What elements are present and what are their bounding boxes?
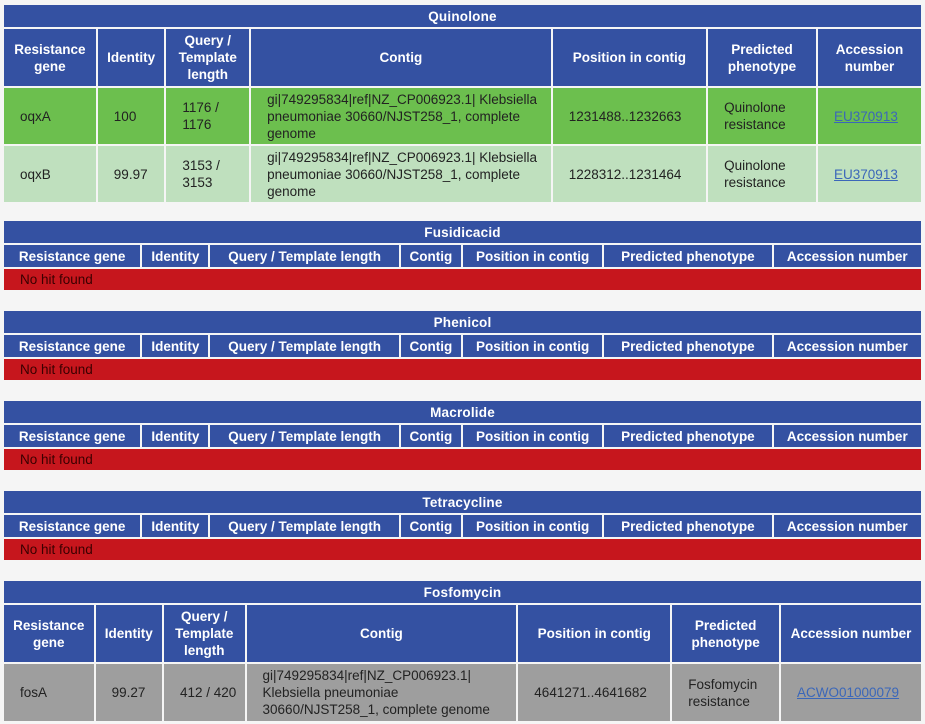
column-header: Accession number xyxy=(773,245,921,267)
quinolone-section: Quinolone Resistance gene Identity Query… xyxy=(3,3,922,204)
table-row: oqxA 100 1176 / 1176 gi|749295834|ref|NZ… xyxy=(4,88,921,144)
contig-cell: gi|749295834|ref|NZ_CP006923.1| Klebsiel… xyxy=(246,664,517,721)
column-header: Query / Template length xyxy=(164,605,245,662)
column-header: Predicted phenotype xyxy=(708,29,817,86)
position-cell: 1228312..1231464 xyxy=(552,146,707,202)
identity-cell: 99.97 xyxy=(97,146,165,202)
column-header: Query / Template length xyxy=(210,425,399,447)
column-header: Contig xyxy=(246,605,517,662)
column-header: Predicted phenotype xyxy=(604,425,772,447)
phenotype-cell: Quinolone resistance xyxy=(708,146,817,202)
column-header: Position in contig xyxy=(462,245,603,267)
section-title: Fosfomycin xyxy=(4,581,921,603)
fusidicacid-table: Fusidicacid Resistance gene Identity Que… xyxy=(2,219,923,292)
column-header: Identity xyxy=(142,335,209,357)
position-cell: 4641271..4641682 xyxy=(518,664,671,721)
column-header: Identity xyxy=(95,605,163,662)
column-header: Query / Template length xyxy=(166,29,250,86)
column-header: Accession number xyxy=(773,515,921,537)
column-header: Contig xyxy=(400,425,461,447)
column-header: Resistance gene xyxy=(4,335,141,357)
identity-cell: 99.27 xyxy=(95,664,163,721)
gene-cell: oqxA xyxy=(4,88,96,144)
column-header: Identity xyxy=(142,425,209,447)
table-row: oqxB 99.97 3153 / 3153 gi|749295834|ref|… xyxy=(4,146,921,202)
identity-cell: 100 xyxy=(97,88,165,144)
section-title: Fusidicacid xyxy=(4,221,921,243)
contig-cell: gi|749295834|ref|NZ_CP006923.1| Klebsiel… xyxy=(251,146,551,202)
gene-cell: fosA xyxy=(4,664,94,721)
column-header: Resistance gene xyxy=(4,605,94,662)
phenotype-cell: Quinolone resistance xyxy=(708,88,817,144)
column-header: Query / Template length xyxy=(210,335,399,357)
phenicol-section: Phenicol Resistance gene Identity Query … xyxy=(3,309,922,382)
no-hit-message: No hit found xyxy=(4,539,921,560)
column-header: Predicted phenotype xyxy=(672,605,779,662)
no-hit-message: No hit found xyxy=(4,359,921,380)
accession-link[interactable]: ACWO01000079 xyxy=(797,685,900,700)
phenotype-cell: Fosfomycin resistance xyxy=(672,664,779,721)
section-title: Phenicol xyxy=(4,311,921,333)
column-header: Resistance gene xyxy=(4,29,96,86)
fusidicacid-section: Fusidicacid Resistance gene Identity Que… xyxy=(3,219,922,292)
fosfomycin-table: Fosfomycin Resistance gene Identity Quer… xyxy=(2,579,923,723)
column-header: Position in contig xyxy=(462,515,603,537)
column-header: Accession number xyxy=(781,605,921,662)
column-header: Identity xyxy=(97,29,165,86)
length-cell: 3153 / 3153 xyxy=(166,146,250,202)
column-header: Contig xyxy=(400,335,461,357)
length-cell: 1176 / 1176 xyxy=(166,88,250,144)
column-header: Query / Template length xyxy=(210,515,399,537)
macrolide-table: Macrolide Resistance gene Identity Query… xyxy=(2,399,923,472)
column-header: Contig xyxy=(400,515,461,537)
column-header: Identity xyxy=(142,515,209,537)
column-header: Resistance gene xyxy=(4,245,141,267)
column-header: Contig xyxy=(251,29,551,86)
column-header: Contig xyxy=(400,245,461,267)
table-row: fosA 99.27 412 / 420 gi|749295834|ref|NZ… xyxy=(4,664,921,721)
gene-cell: oqxB xyxy=(4,146,96,202)
position-cell: 1231488..1232663 xyxy=(552,88,707,144)
phenicol-table: Phenicol Resistance gene Identity Query … xyxy=(2,309,923,382)
section-title: Tetracycline xyxy=(4,491,921,513)
contig-cell: gi|749295834|ref|NZ_CP006923.1| Klebsiel… xyxy=(251,88,551,144)
quinolone-table: Quinolone Resistance gene Identity Query… xyxy=(2,3,923,204)
column-header: Identity xyxy=(142,245,209,267)
column-header: Predicted phenotype xyxy=(604,245,772,267)
tetracycline-section: Tetracycline Resistance gene Identity Qu… xyxy=(3,489,922,562)
column-header: Predicted phenotype xyxy=(604,515,772,537)
column-header: Predicted phenotype xyxy=(604,335,772,357)
column-header: Accession number xyxy=(818,29,921,86)
accession-link[interactable]: EU370913 xyxy=(834,166,898,182)
section-title: Quinolone xyxy=(4,5,921,27)
fosfomycin-section: Fosfomycin Resistance gene Identity Quer… xyxy=(3,579,922,723)
column-header: Accession number xyxy=(773,335,921,357)
column-header: Resistance gene xyxy=(4,425,141,447)
no-hit-message: No hit found xyxy=(4,269,921,290)
column-header: Position in contig xyxy=(462,335,603,357)
length-cell: 412 / 420 xyxy=(164,664,245,721)
accession-link[interactable]: EU370913 xyxy=(834,108,898,124)
column-header: Query / Template length xyxy=(210,245,399,267)
no-hit-message: No hit found xyxy=(4,449,921,470)
section-title: Macrolide xyxy=(4,401,921,423)
column-header: Accession number xyxy=(773,425,921,447)
column-header: Position in contig xyxy=(462,425,603,447)
macrolide-section: Macrolide Resistance gene Identity Query… xyxy=(3,399,922,472)
column-header: Resistance gene xyxy=(4,515,141,537)
column-header: Position in contig xyxy=(518,605,671,662)
tetracycline-table: Tetracycline Resistance gene Identity Qu… xyxy=(2,489,923,562)
column-header: Position in contig xyxy=(552,29,707,86)
